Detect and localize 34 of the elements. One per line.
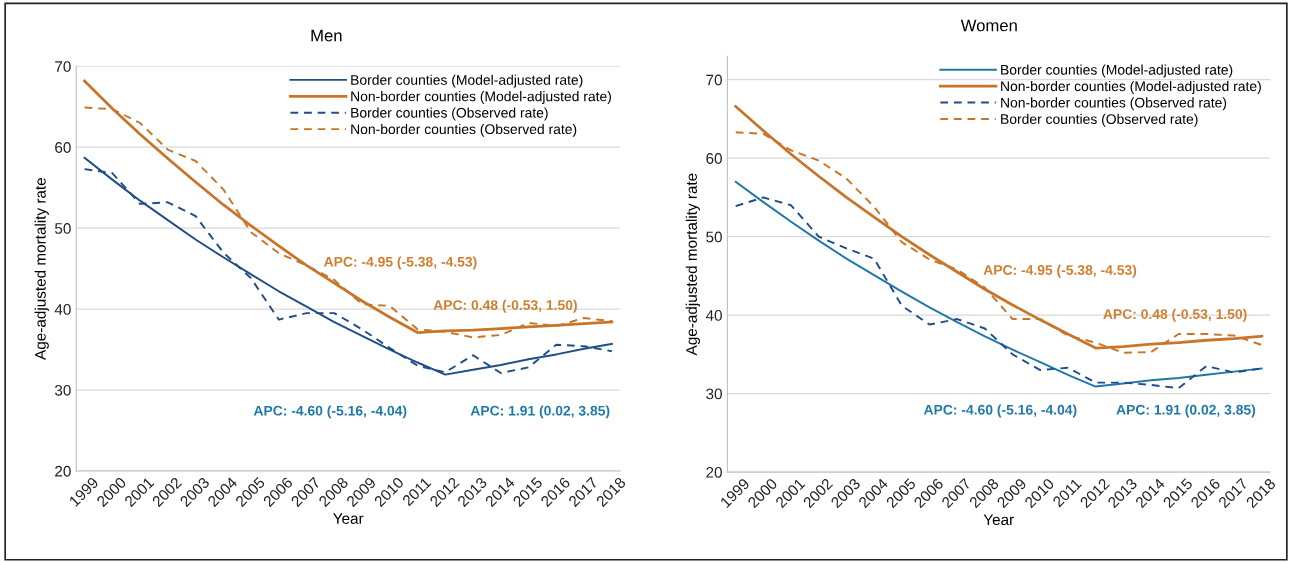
- y-tick-label: 70: [55, 61, 71, 72]
- legend-label: Border counties (Observed rate): [351, 107, 548, 121]
- y-tick-label: 30: [706, 388, 722, 400]
- y-tick-label: 60: [706, 153, 722, 164]
- legend-label: Non-border counties (Model-adjusted rate): [1001, 80, 1261, 94]
- annotation: APC: 0.48 (-0.53, 1.50): [1103, 308, 1247, 322]
- y-tick-label: 40: [705, 310, 722, 321]
- chart-title: Women: [960, 19, 1017, 32]
- y-tick-label: 60: [55, 142, 71, 153]
- legend-label: Border counties (Model-adjusted rate): [351, 74, 583, 88]
- y-tick-label: 50: [54, 223, 71, 234]
- annotation: APC: -4.95 (-5.38, -4.53): [983, 264, 1137, 278]
- y-tick-label: 20: [55, 465, 71, 477]
- annotation: APC: -4.95 (-5.38, -4.53): [323, 256, 477, 270]
- legend-label: Non-border counties (Model-adjusted rate): [351, 91, 611, 105]
- y-axis-title: Age-adjusted mortality rate: [685, 173, 700, 356]
- x-axis-title: Year: [333, 513, 364, 524]
- annotation: APC: -4.60 (-5.16, -4.04): [923, 404, 1077, 418]
- annotation: APC: 1.91 (0.02, 3.85): [470, 405, 610, 419]
- annotation: APC: 0.48 (-0.53, 1.50): [433, 299, 577, 313]
- chart-title: Men: [311, 29, 342, 42]
- y-tick-label: 70: [706, 74, 722, 86]
- y-tick-label: 40: [54, 303, 71, 315]
- legend-label: Border counties (Observed rate): [1001, 113, 1198, 127]
- annotation: APC: 1.91 (0.02, 3.85): [1116, 404, 1256, 418]
- legend-label: Non-border counties (Observed rate): [351, 123, 577, 137]
- annotation: APC: -4.60 (-5.16, -4.04): [253, 405, 407, 419]
- y-axis-title: Age-adjusted mortality rate: [34, 178, 49, 360]
- x-axis-title: Year: [983, 514, 1014, 526]
- y-tick-label: 50: [706, 231, 722, 243]
- legend-label: Border counties (Model-adjusted rate): [1001, 64, 1233, 78]
- y-tick-label: 20: [706, 466, 722, 478]
- y-tick-label: 30: [54, 384, 71, 396]
- legend-label: Non-border counties (Observed rate): [1001, 97, 1227, 111]
